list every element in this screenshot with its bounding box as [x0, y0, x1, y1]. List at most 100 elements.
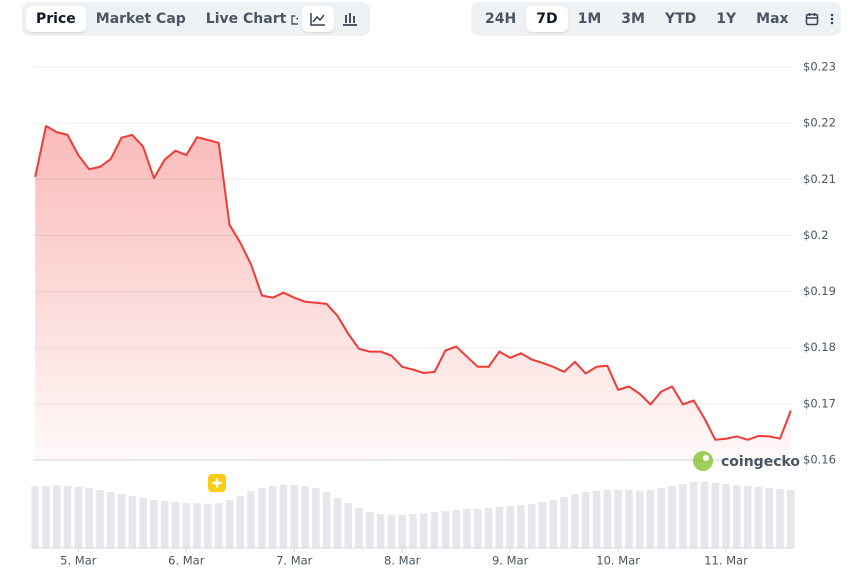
line-icon [310, 13, 325, 26]
volume-bar [452, 510, 460, 548]
chart-kind [298, 2, 370, 36]
watermark-logo-eye [703, 455, 709, 461]
volume-bar [387, 515, 396, 548]
calendar-icon [805, 13, 818, 26]
volume-bar [441, 511, 450, 548]
x-tick-label: 5. Mar [60, 554, 97, 568]
range-1m[interactable]: 1M [577, 11, 602, 27]
volume-bar [279, 485, 288, 548]
volume-bar [366, 512, 374, 548]
volume-bar [787, 490, 795, 548]
volume-bar [333, 498, 342, 548]
volume-bar [258, 488, 266, 548]
range-3m[interactable]: 3M [621, 11, 645, 27]
y-tick-label: $0.23 [803, 60, 836, 74]
volume-bar [560, 497, 568, 548]
volume-bar [214, 503, 223, 548]
volume-bar [171, 502, 180, 548]
x-tick-label: 10. Mar [596, 554, 640, 568]
volume-bar [495, 507, 504, 548]
volume-bar [776, 489, 784, 548]
volume-bar [268, 486, 277, 548]
y-tick-label: $0.19 [803, 284, 836, 298]
volume-bar [31, 486, 39, 548]
event-marker [208, 474, 226, 492]
volume-bar [463, 509, 471, 548]
y-tick-label: $0.22 [803, 116, 836, 130]
volume-bar [592, 491, 601, 548]
x-tick-label: 6. Mar [168, 554, 205, 568]
range-tabs: 24H 7D 1M 3M YTD 1Y Max [471, 2, 841, 36]
volume-bar [765, 488, 774, 548]
volume-bar [538, 502, 547, 548]
volume-bar [290, 485, 299, 548]
line-chart-button[interactable] [302, 6, 334, 32]
volume-bar [733, 485, 741, 548]
tab-price[interactable]: Price [26, 6, 86, 32]
tab-live-chart-label: Live Chart [205, 11, 287, 27]
y-tick-label: $0.21 [803, 172, 836, 186]
volume-bar [193, 503, 201, 548]
range-1y[interactable]: 1Y [716, 11, 737, 27]
volume-bar [657, 488, 666, 548]
more-button[interactable] [825, 6, 839, 32]
x-tick-label: 8. Mar [384, 554, 421, 568]
y-tick-label: $0.16 [803, 453, 836, 467]
price-line [34, 125, 792, 441]
volume-bar [85, 488, 93, 548]
volume-bar [700, 482, 709, 548]
volume-bar [312, 488, 320, 548]
volume-bar [420, 513, 428, 548]
view-tabs: Price Market Cap Live Chart [22, 2, 319, 36]
volume-bar [344, 503, 353, 548]
volume-bar [527, 504, 536, 548]
volume-bar [614, 490, 622, 548]
x-tick-label: 11. Mar [704, 554, 748, 568]
range-24h[interactable]: 24H [485, 11, 517, 27]
volume-bar [506, 506, 514, 548]
candle-chart-button[interactable] [334, 6, 366, 32]
volume-bar [74, 487, 83, 548]
volume-bar [225, 500, 234, 548]
volume-bar [150, 500, 158, 548]
volume-bar [473, 509, 482, 548]
more-icon [830, 13, 833, 25]
range-max[interactable]: Max [756, 11, 789, 27]
volume-bar [182, 503, 191, 548]
event-marker-star [211, 477, 223, 489]
watermark: coingecko [721, 454, 800, 470]
volume-bar [301, 486, 309, 548]
volume-bar [581, 492, 590, 548]
tab-market-cap[interactable]: Market Cap [95, 11, 186, 27]
volume-bar [754, 487, 763, 548]
volume-bar [679, 484, 687, 548]
y-tick-label: $0.2 [803, 228, 829, 242]
calendar-button[interactable] [799, 6, 825, 32]
volume-bar [646, 490, 655, 548]
y-tick-label: $0.17 [803, 396, 836, 410]
volume-bar [204, 504, 212, 548]
volume-bar [128, 496, 137, 548]
volume-bar [247, 491, 255, 548]
volume-bar [635, 491, 644, 548]
volume-bar [322, 492, 331, 548]
volume-bar [603, 490, 612, 548]
y-tick-label: $0.18 [803, 340, 836, 354]
x-tick-label: 7. Mar [276, 554, 313, 568]
range-7d[interactable]: 7D [526, 6, 568, 32]
volume-bar [52, 485, 61, 548]
volume-bar [42, 486, 50, 548]
range-ytd[interactable]: YTD [664, 11, 697, 27]
volume-bar [743, 486, 752, 548]
volume-bar [236, 496, 245, 548]
volume-bar [484, 508, 493, 548]
price-area [35, 126, 791, 460]
volume-bar [106, 492, 115, 548]
volume-bar [517, 505, 525, 548]
volume-bar [571, 494, 579, 548]
candle-icon [343, 13, 357, 26]
volume-bar [96, 490, 104, 548]
watermark-logo [693, 451, 713, 471]
